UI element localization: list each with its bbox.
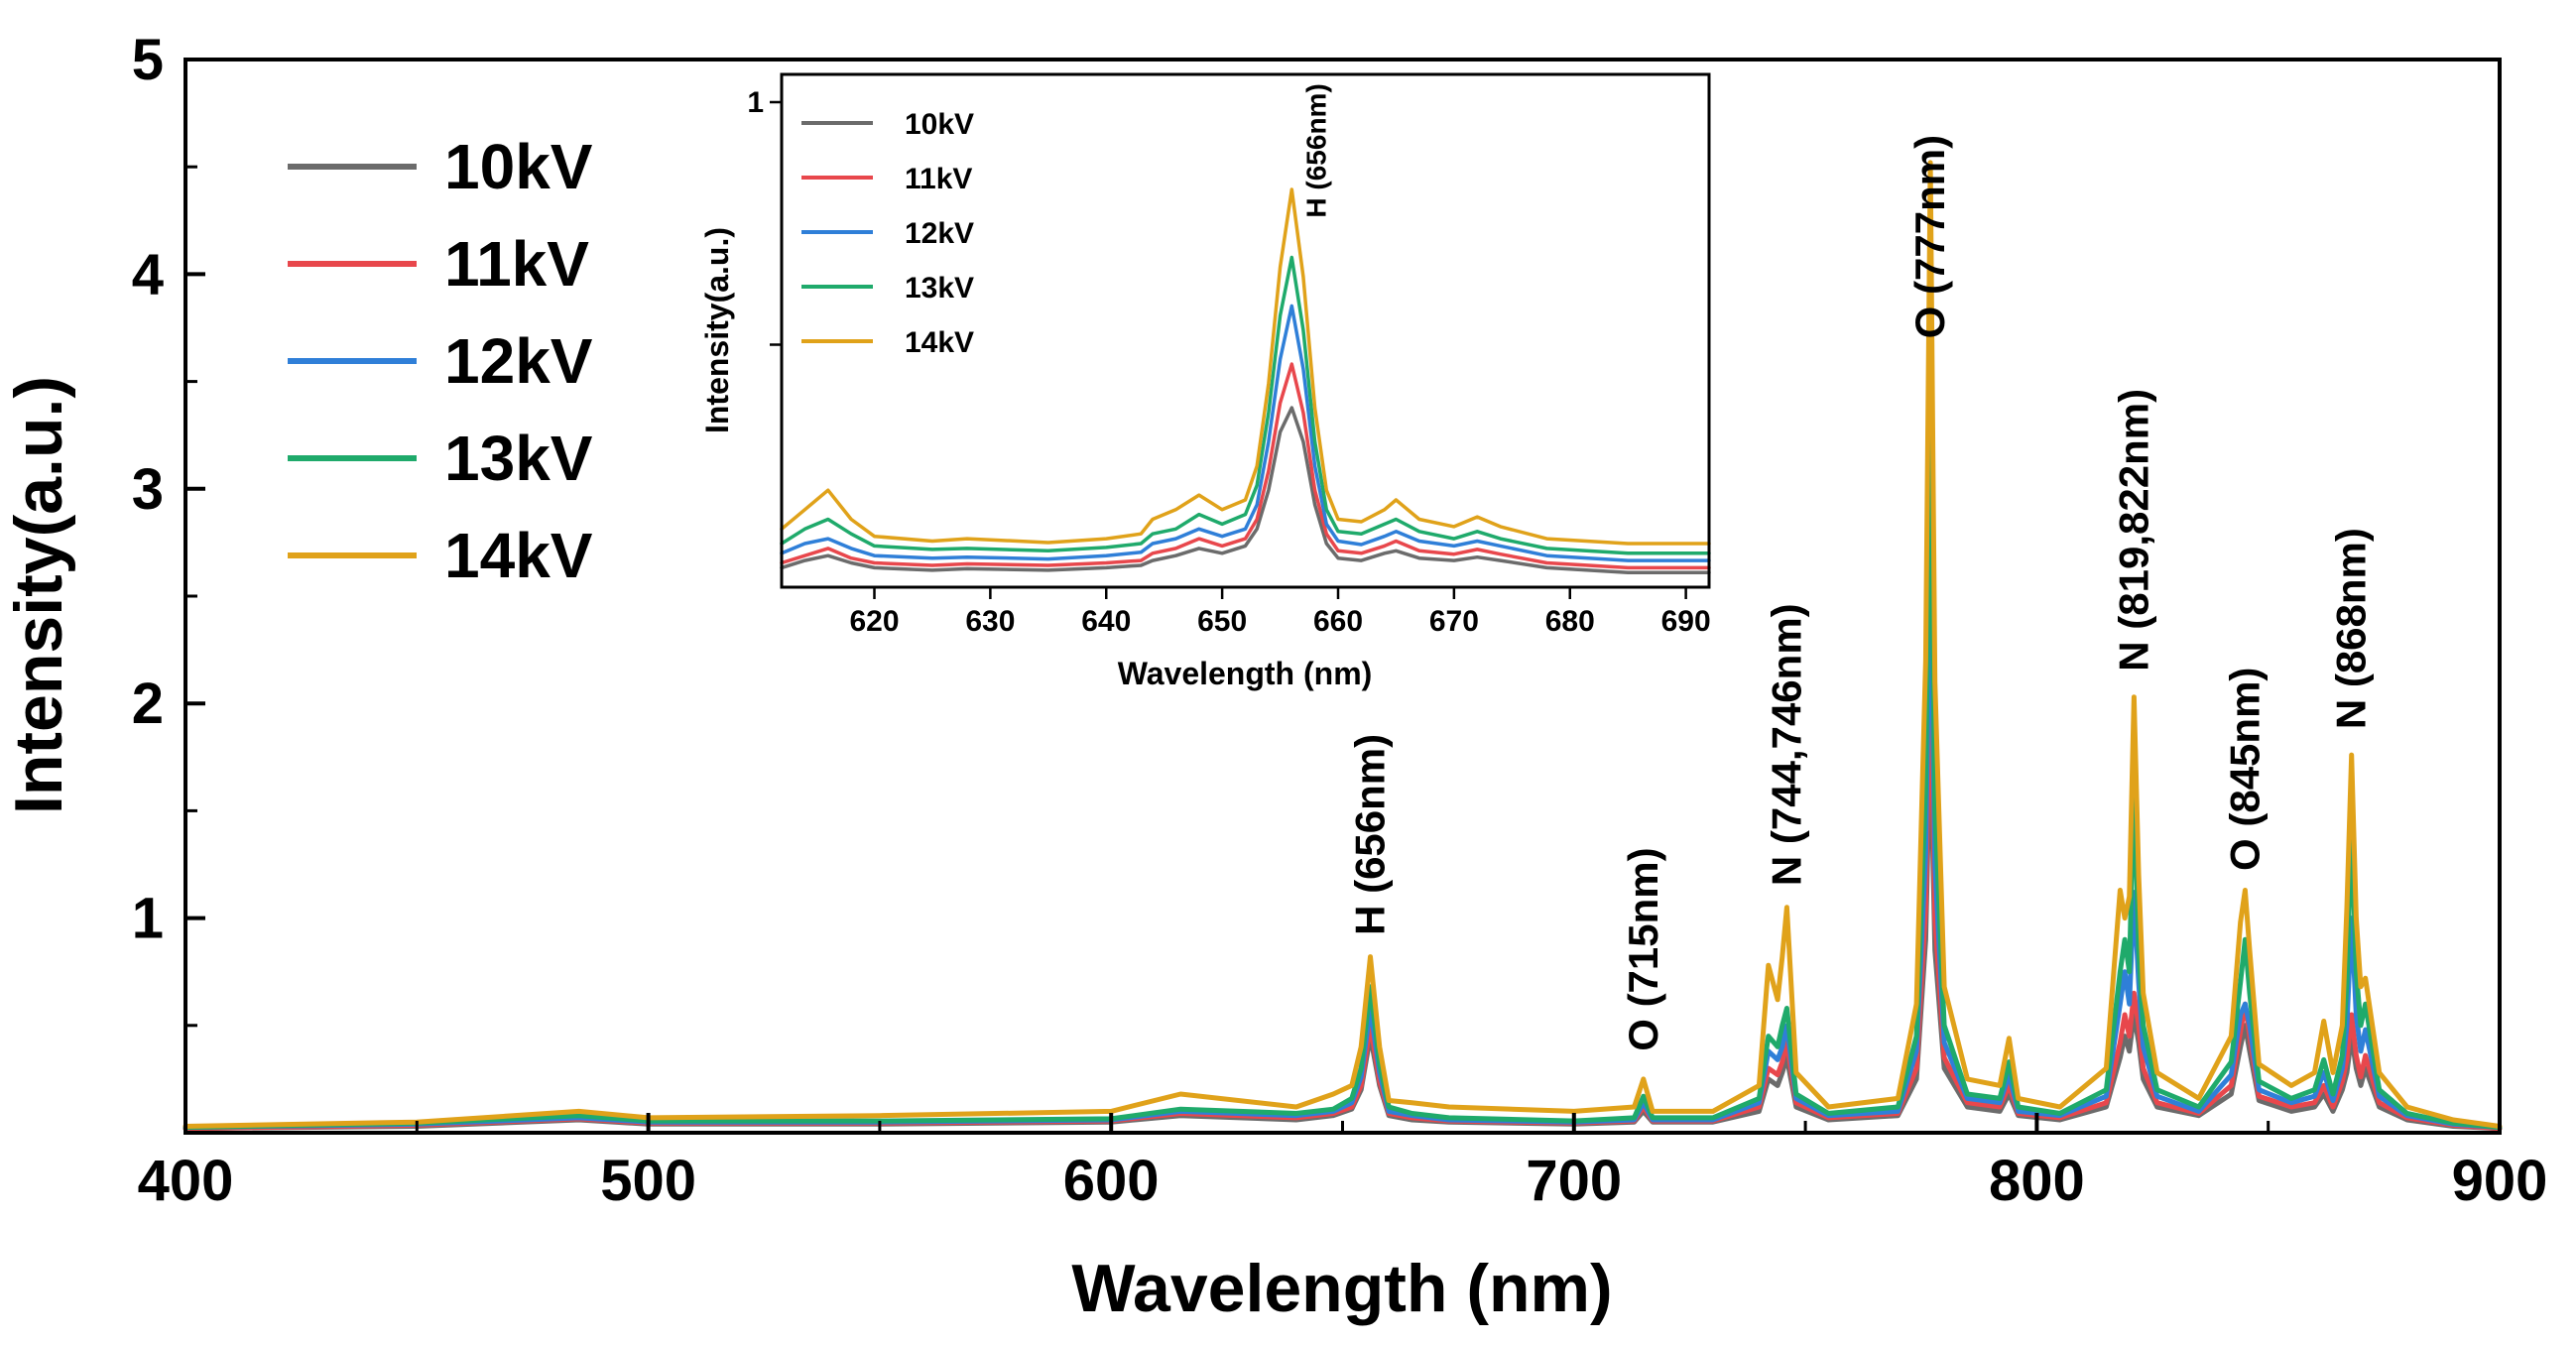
inset-legend-label-1: 11kV (905, 163, 972, 195)
main-peak-label-3: O (777nm) (1906, 135, 1953, 338)
inset-x-tick-label-5: 670 (1429, 605, 1479, 638)
inset-peak-label-0: H (656nm) (1300, 83, 1331, 217)
main-x-axis-title: Wavelength (nm) (1071, 1251, 1612, 1326)
inset-series-group (780, 187, 1711, 575)
inset-x-tick-label-0: 620 (849, 605, 899, 638)
main-legend: 10kV 11kV 12kV 13kV 14kV (288, 131, 593, 591)
inset-series-line-3 (780, 255, 1711, 555)
main-y-tick-label-2: 3 (132, 457, 164, 522)
main-legend-label-4: 14kV (444, 520, 593, 591)
main-peak-label-0: H (656nm) (1346, 734, 1393, 935)
inset-series-line-2 (780, 304, 1711, 562)
main-x-tick-label-4: 800 (1989, 1149, 2085, 1213)
main-series-line-4 (183, 160, 2503, 1129)
inset-y-axis-title: Intensity(a.u.) (699, 227, 735, 433)
main-x-tick-label-2: 600 (1063, 1149, 1160, 1213)
inset-y-tick-label-0: 1 (747, 86, 764, 119)
main-y-tick-label-1: 2 (132, 672, 164, 736)
inset-x-tick-label-6: 680 (1545, 605, 1595, 638)
inset-x-tick-label-7: 690 (1661, 605, 1711, 638)
main-axis-ticks: 400 500 600 700 800 900 1 2 3 4 5 (132, 28, 2548, 1213)
main-series-group (183, 160, 2503, 1132)
main-y-tick-label-0: 1 (132, 887, 164, 951)
inset-legend-label-3: 13kV (905, 272, 974, 305)
main-series-line-3 (183, 418, 2503, 1131)
main-peak-label-5: O (845nm) (2221, 668, 2268, 871)
inset-legend-label-0: 10kV (905, 108, 974, 141)
main-peak-label-2: N (744,746nm) (1763, 603, 1809, 886)
inset-axis-ticks: 620 630 640 650 660 670 680 690 1 (747, 86, 1710, 638)
inset-x-tick-label-2: 640 (1081, 605, 1131, 638)
main-annotation-group: H (656nm) O (715nm) N (744,746nm) O (777nm)… (1346, 135, 2374, 1051)
inset-legend: 10kV 11kV 12kV 13kV 14kV (801, 108, 974, 359)
inset-plot-border (780, 72, 1711, 589)
main-peak-label-4: N (819,822nm) (2110, 389, 2156, 672)
inset-series-line-4 (780, 187, 1711, 546)
inset-x-tick-label-3: 650 (1197, 605, 1247, 638)
inset-series-line-1 (780, 362, 1711, 570)
main-legend-label-2: 12kV (444, 325, 593, 397)
main-x-tick-label-3: 700 (1526, 1149, 1622, 1213)
main-legend-label-3: 13kV (444, 423, 593, 494)
inset-legend-label-2: 12kV (905, 217, 974, 250)
inset-series-line-0 (780, 406, 1711, 575)
main-y-axis-title: Intensity(a.u.) (1, 376, 76, 814)
main-legend-label-0: 10kV (444, 131, 593, 202)
main-peak-label-6: N (868nm) (2328, 528, 2375, 729)
main-x-tick-label-1: 500 (600, 1149, 696, 1213)
main-y-tick-label-4: 5 (132, 28, 164, 92)
inset-x-axis-title: Wavelength (nm) (1118, 656, 1373, 691)
main-x-tick-label-0: 400 (138, 1149, 234, 1213)
main-x-tick-label-5: 900 (2452, 1149, 2548, 1213)
inset-x-tick-label-4: 660 (1313, 605, 1363, 638)
inset-legend-label-4: 14kV (905, 326, 974, 359)
main-y-tick-label-3: 4 (132, 242, 164, 306)
inset-x-tick-label-1: 630 (965, 605, 1015, 638)
main-peak-label-1: O (715nm) (1620, 847, 1666, 1050)
main-legend-label-1: 11kV (444, 228, 589, 300)
inset-annotation-group: H (656nm) (1300, 83, 1331, 217)
